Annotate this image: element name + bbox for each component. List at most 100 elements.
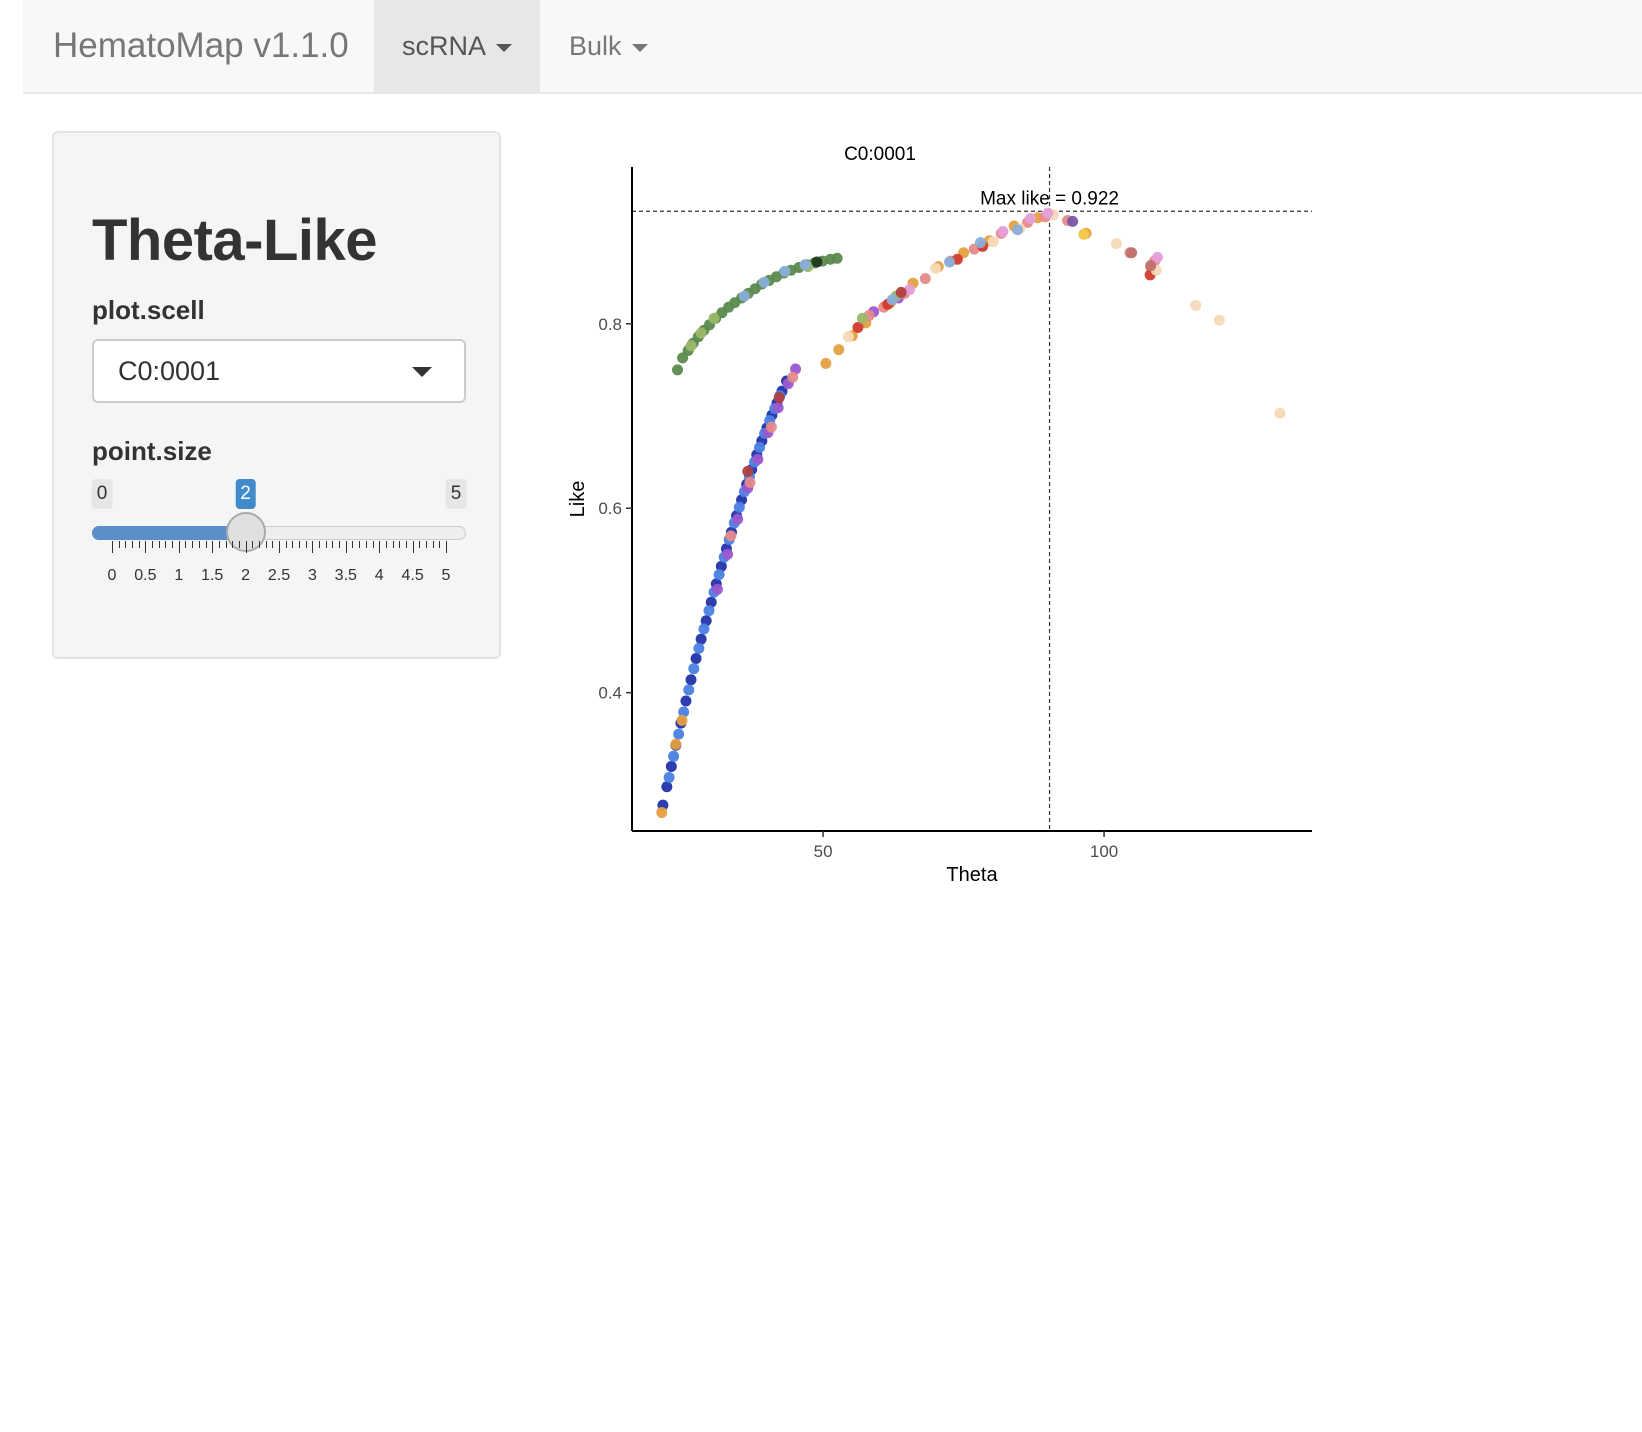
data-point xyxy=(997,226,1009,238)
data-point xyxy=(663,772,675,784)
slider-tick xyxy=(172,541,174,548)
nav-item-bulk[interactable]: Bulk xyxy=(541,0,676,92)
slider-tick xyxy=(165,541,167,548)
y-tick-label: 0.4 xyxy=(598,684,622,703)
slider-tick xyxy=(339,541,341,548)
data-point xyxy=(944,256,956,268)
data-point xyxy=(708,312,720,324)
slider-tick-label: 4 xyxy=(374,567,384,584)
slider-tick xyxy=(232,541,234,548)
data-point xyxy=(744,476,756,488)
data-point xyxy=(700,615,712,627)
data-point xyxy=(695,633,707,645)
slider-tick-label: 2.5 xyxy=(267,567,291,584)
slider-tick xyxy=(132,541,134,548)
data-point xyxy=(670,738,682,750)
data-point xyxy=(698,623,710,635)
data-point xyxy=(919,273,931,285)
slider-tick xyxy=(152,541,154,548)
slider-tick-label: 1.5 xyxy=(201,567,224,584)
data-point xyxy=(772,402,784,414)
data-point xyxy=(695,327,707,339)
slider-tick xyxy=(218,541,220,548)
data-point xyxy=(773,392,785,404)
data-point xyxy=(733,501,745,513)
point-size-slider[interactable]: 0 2 5 0 0.5 1 1.5 2 2.5 3 3.5 4 4.5 5 xyxy=(91,479,467,589)
data-point xyxy=(779,265,791,277)
slider-tick xyxy=(332,541,334,548)
data-point xyxy=(665,760,677,772)
data-point xyxy=(886,294,898,306)
data-point xyxy=(833,344,845,356)
data-point xyxy=(1145,260,1157,272)
slider-tick xyxy=(299,541,301,548)
slider-tick xyxy=(192,541,194,548)
navbar-brand[interactable]: HematoMap v1.1.0 xyxy=(53,26,349,65)
slider-tick xyxy=(319,541,321,548)
slider-tick-label: 4.5 xyxy=(401,567,424,584)
slider-tick xyxy=(432,541,434,548)
point-size-label: point.size xyxy=(92,436,212,466)
y-tick-label: 0.6 xyxy=(598,499,622,518)
plot-scell-select[interactable]: C0:0001 xyxy=(92,339,466,403)
slider-tick xyxy=(419,541,421,548)
slider-tick xyxy=(265,541,267,548)
slider-tick-label: 0.5 xyxy=(134,567,157,584)
slider-tick xyxy=(392,541,394,548)
slider-tick xyxy=(292,541,294,548)
slider-min-label: 0 xyxy=(91,479,113,509)
chart-title: C0:0001 xyxy=(844,144,916,165)
data-point xyxy=(856,312,868,324)
data-point xyxy=(725,530,737,542)
slider-tick xyxy=(158,541,160,548)
data-point xyxy=(688,663,700,675)
slider-tick xyxy=(185,541,187,548)
data-point xyxy=(685,674,697,686)
slider-tick-label: 1 xyxy=(174,567,184,584)
data-points xyxy=(656,207,1286,819)
data-point xyxy=(1213,314,1225,326)
slider-tick xyxy=(138,541,140,548)
data-point xyxy=(656,807,668,819)
slider-tick xyxy=(238,541,240,548)
slider-tick xyxy=(272,541,274,548)
x-tick-label: 100 xyxy=(1090,842,1118,861)
nav-item-scrna-label: scRNA xyxy=(402,31,487,61)
slider-tick xyxy=(212,541,214,553)
max-like-annotation: Max like = 0.922 xyxy=(980,188,1119,209)
slider-tick xyxy=(198,541,200,548)
scatter-chart: C0:0001 Max like = 0.922 50 1000.40.60.8 … xyxy=(567,144,1312,886)
caret-down-icon xyxy=(631,43,648,52)
data-point xyxy=(690,653,702,665)
data-point xyxy=(661,781,673,793)
slider-tick xyxy=(245,541,247,553)
data-point xyxy=(678,706,690,718)
data-point xyxy=(974,237,986,249)
data-point xyxy=(752,453,764,465)
data-point xyxy=(1190,299,1202,311)
data-point xyxy=(1078,228,1090,240)
data-point xyxy=(987,236,999,248)
slider-tick xyxy=(145,541,147,553)
navbar: HematoMap v1.1.0 scRNA Bulk xyxy=(23,0,1642,94)
nav-item-scrna[interactable]: scRNA xyxy=(374,0,541,92)
data-point xyxy=(904,284,916,296)
data-point xyxy=(1042,207,1054,219)
sidebar-panel: Theta-Like plot.scell C0:0001 point.size… xyxy=(52,131,501,659)
slider-tick xyxy=(365,541,367,548)
reference-lines xyxy=(632,167,1312,831)
slider-tick xyxy=(312,541,314,553)
slider-tick-label: 3.5 xyxy=(334,567,357,584)
slider-tick-label: 2 xyxy=(241,567,251,584)
data-point xyxy=(758,276,770,288)
nav-item-bulk-label: Bulk xyxy=(569,31,622,61)
caret-down-icon xyxy=(496,43,513,52)
data-point xyxy=(765,421,777,433)
data-point xyxy=(831,252,843,264)
slider-tick-label: 5 xyxy=(441,567,451,584)
data-point xyxy=(703,605,715,617)
data-point xyxy=(683,684,695,696)
slider-tick xyxy=(178,541,180,553)
data-point xyxy=(895,286,907,298)
data-point xyxy=(852,321,864,333)
